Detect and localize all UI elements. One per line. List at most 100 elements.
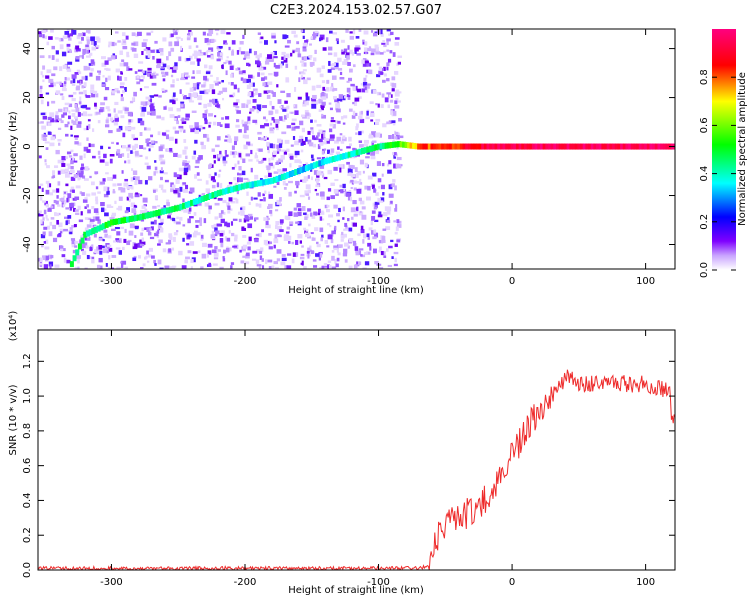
noise-cell	[111, 214, 115, 219]
noise-cell	[301, 245, 304, 248]
noise-cell	[174, 41, 180, 47]
noise-cell	[288, 211, 293, 217]
noise-cell	[347, 95, 351, 100]
noise-cell	[300, 60, 305, 63]
noise-cell	[360, 229, 365, 234]
noise-cell	[275, 64, 280, 69]
noise-cell	[317, 208, 321, 213]
noise-cell	[158, 95, 162, 98]
noise-cell	[139, 79, 144, 82]
noise-cell	[92, 155, 96, 159]
tone-cell	[150, 211, 155, 218]
noise-cell	[337, 146, 340, 150]
noise-cell	[185, 155, 188, 160]
noise-cell	[348, 77, 353, 82]
noise-cell	[268, 162, 273, 167]
noise-cell	[114, 117, 119, 122]
noise-cell	[266, 165, 271, 170]
noise-cell	[381, 42, 386, 45]
noise-cell	[64, 172, 70, 178]
noise-cell	[358, 248, 364, 251]
noise-cell	[260, 124, 265, 129]
noise-cell	[79, 155, 83, 160]
tone-cell	[288, 170, 293, 177]
noise-cell	[254, 238, 259, 243]
tone-cell	[473, 143, 478, 150]
noise-cell	[157, 131, 161, 136]
noise-cell	[100, 102, 105, 106]
noise-cell	[356, 123, 359, 128]
noise-cell	[216, 58, 221, 62]
noise-cell	[393, 152, 397, 156]
noise-cell	[364, 60, 369, 64]
noise-cell	[326, 196, 330, 201]
noise-cell	[107, 44, 111, 48]
noise-cell	[330, 148, 335, 153]
noise-cell	[226, 32, 231, 35]
noise-cell	[189, 241, 195, 246]
noise-cell	[152, 55, 155, 60]
tone-cell	[280, 173, 285, 180]
noise-cell	[191, 155, 196, 160]
noise-cell	[170, 188, 175, 193]
noise-cell	[319, 191, 325, 197]
noise-cell	[225, 70, 228, 76]
noise-cell	[249, 91, 254, 96]
noise-cell	[86, 217, 92, 221]
noise-cell	[85, 44, 89, 48]
noise-cell	[56, 195, 59, 199]
noise-cell	[45, 147, 49, 150]
noise-cell	[274, 267, 279, 269]
noise-cell	[216, 77, 219, 81]
noise-cell	[138, 61, 144, 64]
noise-cell	[384, 206, 390, 212]
noise-cell	[364, 251, 368, 256]
noise-cell	[62, 112, 68, 116]
noise-cell	[111, 267, 115, 269]
noise-cell	[301, 56, 305, 61]
noise-cell	[133, 255, 137, 259]
noise-cell	[160, 227, 164, 233]
noise-cell	[166, 148, 170, 151]
noise-cell	[152, 75, 157, 79]
noise-cell	[172, 65, 178, 70]
noise-cell	[126, 66, 130, 72]
tone-cell	[91, 228, 96, 235]
noise-cell	[66, 197, 69, 203]
noise-cell	[69, 207, 73, 211]
noise-cell	[216, 223, 221, 227]
noise-cell	[304, 230, 309, 234]
tone-cell	[133, 215, 138, 222]
noise-cell	[119, 85, 125, 89]
noise-cell	[213, 257, 219, 260]
noise-cell	[59, 37, 64, 42]
noise-cell	[78, 71, 82, 75]
noise-cell	[364, 162, 368, 168]
noise-cell	[299, 120, 304, 126]
noise-cell	[189, 216, 194, 219]
noise-cell	[299, 135, 304, 139]
noise-cell	[39, 93, 43, 98]
noise-cell	[175, 36, 181, 39]
noise-cell	[376, 62, 380, 66]
noise-cell	[386, 78, 390, 82]
noise-cell	[248, 201, 251, 206]
tone-cell	[270, 177, 275, 184]
noise-cell	[66, 47, 70, 51]
tone-cell	[614, 143, 619, 150]
noise-cell	[127, 144, 131, 149]
noise-cell	[390, 110, 393, 115]
noise-cell	[350, 186, 353, 190]
noise-cell	[326, 208, 330, 213]
tone-cell	[72, 255, 77, 262]
noise-cell	[38, 31, 42, 35]
noise-cell	[212, 121, 217, 126]
noise-cell	[116, 151, 120, 156]
noise-cell	[134, 143, 139, 149]
noise-cell	[104, 67, 109, 71]
noise-cell	[396, 239, 401, 243]
noise-cell	[88, 63, 93, 66]
noise-cell	[294, 110, 299, 115]
noise-cell	[358, 197, 362, 202]
noise-cell	[39, 34, 43, 38]
